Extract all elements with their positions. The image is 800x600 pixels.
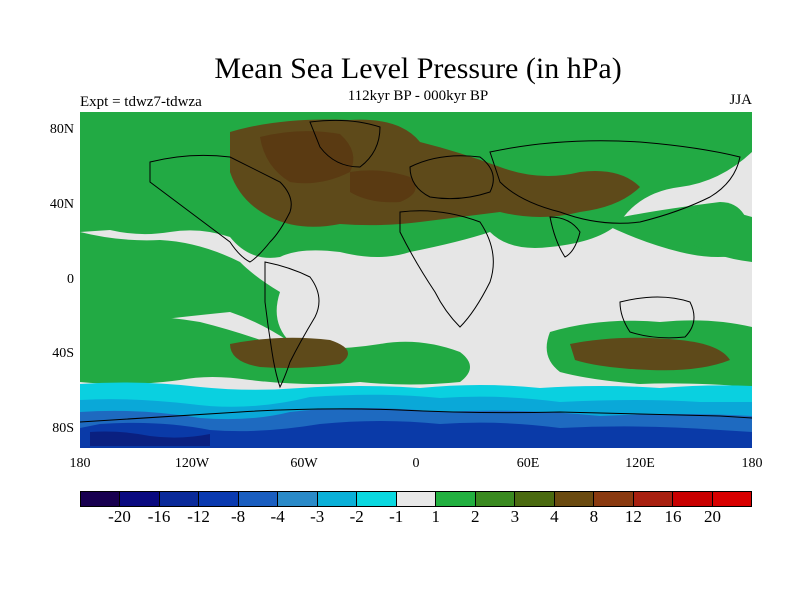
colorbar-swatch — [120, 492, 160, 506]
coast-north-america — [149, 154, 292, 263]
coast-asia — [489, 140, 741, 224]
colorbar-swatch — [475, 492, 516, 506]
coastlines — [80, 119, 752, 423]
colorbar-label: 4 — [550, 507, 559, 526]
coast-greenland — [309, 119, 381, 168]
lon-label: 0 — [412, 456, 420, 471]
contour-so-darkblue — [80, 421, 752, 448]
lon-label: 60W — [290, 456, 318, 471]
lon-label: 180 — [69, 456, 91, 471]
lat-label: 40S — [52, 346, 74, 361]
colorbar-swatch — [633, 492, 674, 506]
colorbar-label: 8 — [589, 507, 599, 526]
colorbar-swatch — [81, 492, 121, 506]
lon-label: 120E — [625, 456, 655, 471]
contour-sh-brown-1 — [230, 337, 348, 368]
colorbar-label: -1 — [389, 507, 404, 526]
colorbar — [80, 491, 752, 507]
colorbar-label: -16 — [147, 507, 171, 526]
colorbar-swatch — [396, 492, 437, 506]
coast-antarctica — [80, 408, 752, 423]
colorbar-label: 16 — [664, 507, 682, 526]
colorbar-label: 12 — [624, 507, 642, 526]
colorbar-label: -12 — [187, 507, 210, 526]
colorbar-label: -3 — [310, 507, 325, 526]
coast-australia — [619, 296, 695, 339]
contour-so-deepblue — [90, 431, 210, 446]
colorbar-label: 3 — [510, 507, 520, 526]
season-label: JJA — [729, 92, 752, 108]
figure-subtitle: 112kyr BP - 000kyr BP — [347, 88, 489, 104]
lon-label: 60E — [516, 456, 540, 471]
colorbar-swatch — [238, 492, 279, 506]
lat-label: 80N — [49, 122, 74, 137]
colorbar-label: -8 — [231, 507, 246, 526]
colorbar-swatch — [357, 492, 397, 506]
colorbar-swatch — [159, 492, 200, 506]
lon-label: 180 — [741, 456, 763, 471]
coast-africa — [399, 210, 494, 328]
figure-title: Mean Sea Level Pressure (in hPa) — [214, 52, 622, 85]
colorbar-swatch — [317, 492, 358, 506]
colorbar-swatch — [278, 492, 318, 506]
colorbar-label: -2 — [349, 507, 364, 526]
colorbar-swatch — [554, 492, 595, 506]
contour-atlantic-brown-core — [350, 170, 416, 203]
colorbar-label: 2 — [471, 507, 480, 526]
colorbar-label: -20 — [108, 507, 131, 526]
coast-europe — [409, 155, 494, 200]
contour-west-pacific-green — [680, 212, 752, 262]
lon-label: 120W — [174, 456, 210, 471]
contour-sh-brown-2 — [570, 337, 730, 371]
lat-label: 40N — [49, 197, 74, 212]
colorbar-swatch — [436, 492, 476, 506]
colorbar-swatch — [515, 492, 555, 506]
contour-nh-green-2 — [80, 232, 290, 342]
colorbar-label: 1 — [431, 507, 441, 526]
colorbar-swatch — [594, 492, 634, 506]
coast-india — [549, 216, 581, 258]
lat-label: 80S — [52, 421, 74, 436]
colorbar-swatch — [673, 492, 713, 506]
pressure-map — [80, 112, 752, 448]
colorbar-label: -4 — [270, 507, 285, 526]
lat-label: 0 — [67, 272, 74, 287]
coast-south-america — [264, 261, 320, 389]
colorbar-swatch — [712, 492, 751, 506]
colorbar-swatch — [199, 492, 239, 506]
experiment-label: Expt = tdwz7-tdwza — [80, 94, 202, 110]
contour-nh-brown-core — [260, 131, 354, 184]
colorbar-label: 20 — [703, 507, 721, 526]
